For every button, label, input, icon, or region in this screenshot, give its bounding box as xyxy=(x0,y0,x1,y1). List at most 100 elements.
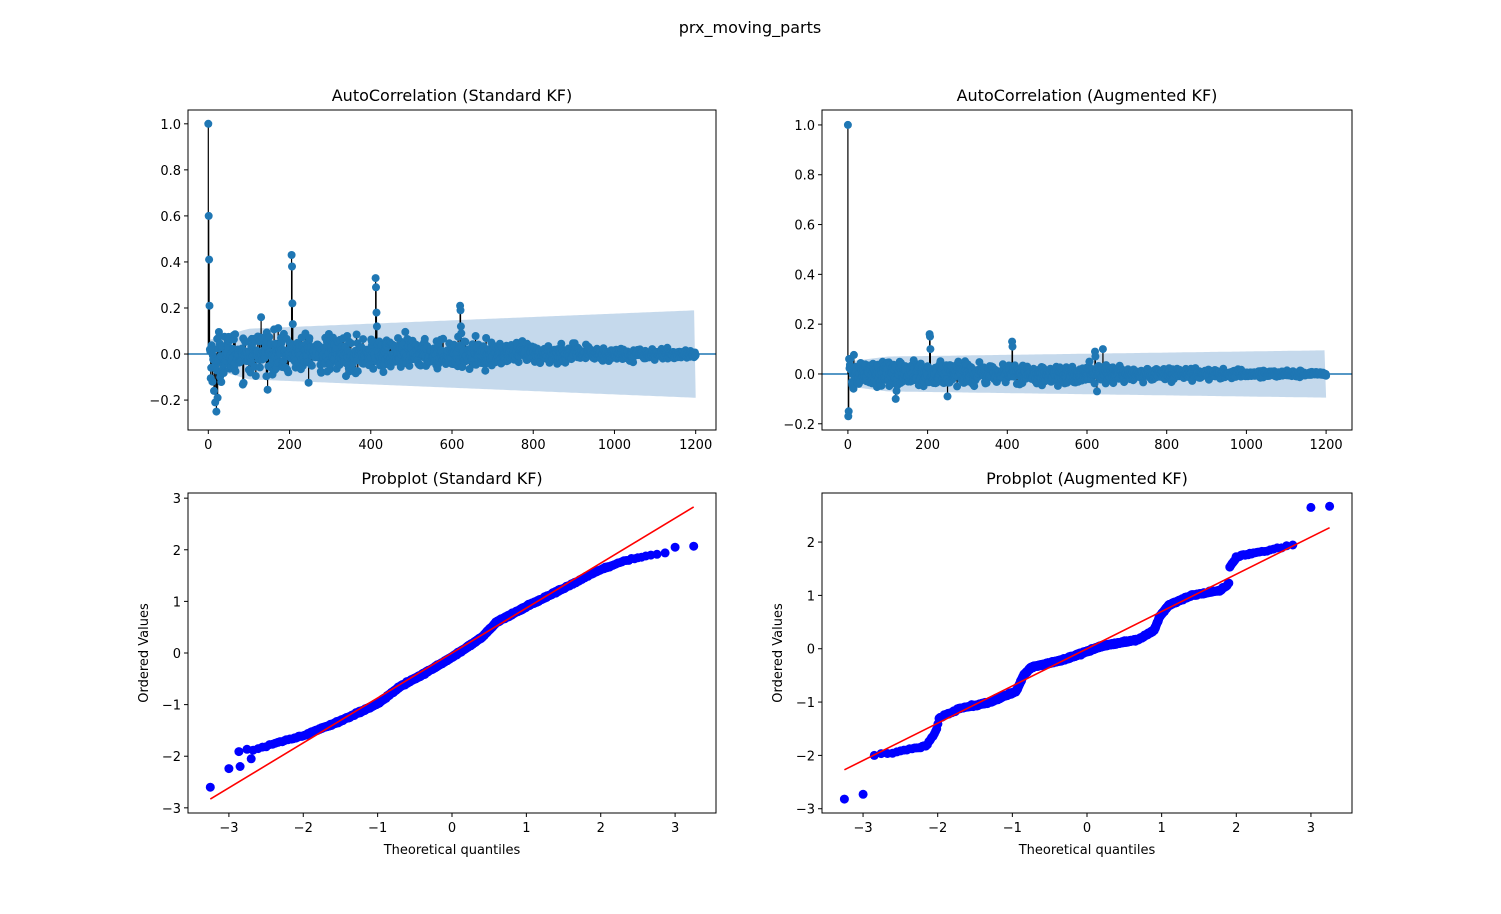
acf-augmented-y-tick-label: −0.2 xyxy=(783,418,815,433)
acf-augmented-lag-point xyxy=(1053,381,1062,390)
acf-standard-lag-point xyxy=(481,366,490,375)
acf-standard-lag-point xyxy=(346,339,355,348)
acf-standard-lag-point xyxy=(317,368,326,377)
acf-standard-lag-point xyxy=(274,324,283,333)
acf-augmented-title: AutoCorrelation (Augmented KF) xyxy=(957,86,1218,105)
probplot-standard-sample-point xyxy=(234,747,244,757)
acf-standard-lag-point xyxy=(629,358,638,367)
acf-standard-lag-point xyxy=(239,378,248,387)
acf-standard-lag-point xyxy=(263,385,272,394)
acf-augmented-lag-point xyxy=(877,381,886,390)
acf-standard-lag-point xyxy=(257,313,266,322)
acf-standard-title: AutoCorrelation (Standard KF) xyxy=(332,86,573,105)
acf-standard-lag-point xyxy=(205,301,214,310)
acf-augmented-lag-point xyxy=(844,407,853,416)
acf-standard-lag-point xyxy=(304,378,313,387)
acf-augmented-x-tick-label: 200 xyxy=(915,438,940,453)
acf-augmented-lag-point xyxy=(1085,357,1094,366)
acf-augmented-x-tick-label: 800 xyxy=(1154,438,1179,453)
acf-standard-lag-point xyxy=(204,211,213,220)
acf-standard-lag-point xyxy=(372,283,380,292)
acf-augmented-lag-point xyxy=(1322,371,1331,380)
acf-standard-lag-point xyxy=(691,350,700,359)
acf-augmented-x-tick-label: 600 xyxy=(1075,438,1100,453)
acf-augmented-panel: 0 200 400 600 800 1000 1200 −0.2 0.0 0.2 0.4 0.6 0.8… xyxy=(783,86,1353,453)
acf-augmented-lag-point xyxy=(843,120,852,129)
acf-augmented-y-tick-label: 0.0 xyxy=(794,368,815,383)
acf-standard-x-tick-label: 400 xyxy=(358,438,383,453)
acf-standard-lag-point xyxy=(255,363,264,372)
acf-standard-lag-point xyxy=(231,367,240,376)
acf-standard-lag-point xyxy=(461,337,470,346)
acf-augmented-x-tick-label: 0 xyxy=(844,438,852,453)
acf-augmented-lag-point xyxy=(975,358,984,367)
acf-augmented-y-tick-label: 0.2 xyxy=(794,318,815,333)
acf-augmented-lag-point xyxy=(1139,378,1148,387)
acf-standard-lag-point xyxy=(305,334,314,343)
acf-standard-markers xyxy=(204,119,700,416)
acf-augmented-lag-point xyxy=(849,384,858,393)
acf-standard-lag-point xyxy=(204,119,213,128)
acf-standard-lag-point xyxy=(210,386,218,395)
acf-standard-lag-point xyxy=(213,393,222,402)
acf-standard-x-tick-label: 1000 xyxy=(598,438,631,453)
acf-standard-x-tick-label: 600 xyxy=(440,438,465,453)
acf-standard-lag-point xyxy=(265,333,274,341)
acf-augmented-lag-point xyxy=(891,394,900,403)
acf-standard-lag-point xyxy=(514,358,523,367)
acf-standard-lag-point xyxy=(457,329,466,338)
acf-standard-lag-point xyxy=(359,335,368,344)
acf-augmented-lag-point xyxy=(1093,387,1101,396)
acf-standard-lag-point xyxy=(420,334,429,343)
acf-standard-lag-point xyxy=(212,407,221,416)
acf-standard-y-tick-label: 0.2 xyxy=(160,302,181,317)
acf-standard-lag-point xyxy=(205,255,214,264)
acf-standard-x-tick-label: 200 xyxy=(277,438,302,453)
acf-standard-lag-point xyxy=(371,274,380,283)
acf-standard-x-tick-label: 1200 xyxy=(679,438,712,453)
acf-augmented-lag-point xyxy=(926,332,934,341)
acf-standard-lag-point xyxy=(251,372,260,380)
acf-augmented-lag-point xyxy=(943,392,952,401)
acf-standard-lag-point xyxy=(288,262,296,271)
acf-standard-lag-point xyxy=(369,364,378,373)
acf-augmented-x-tick-label: 400 xyxy=(995,438,1020,453)
acf-augmented-y-tick-label: 1.0 xyxy=(794,119,815,134)
acf-augmented-y-tick-label: 0.4 xyxy=(794,268,815,283)
acf-standard-y-tick-label: 1.0 xyxy=(160,118,181,133)
acf-augmented-lag-point xyxy=(953,382,962,391)
acf-standard-lag-point xyxy=(456,306,465,315)
acf-standard-lag-point xyxy=(262,372,271,381)
acf-standard-x-tick-label: 0 xyxy=(204,438,212,453)
acf-standard-lag-point xyxy=(208,377,217,386)
acf-standard-y-tick-label: 0.4 xyxy=(160,256,181,271)
acf-standard-lag-point xyxy=(284,368,293,377)
acf-standard-lag-point xyxy=(372,322,381,331)
acf-augmented-lag-point xyxy=(1109,379,1118,388)
acf-standard-lag-point xyxy=(456,322,465,331)
acf-standard-panel: 0 200 400 600 800 1000 1200 −0.2 0.0 0.2 0.4 0.6 0.8… xyxy=(149,86,717,453)
acf-augmented-lag-point xyxy=(926,345,935,354)
acf-augmented-x-tick-label: 1200 xyxy=(1310,438,1343,453)
acf-standard-lag-point xyxy=(471,332,480,340)
acf-augmented-markers xyxy=(843,120,1331,421)
acf-standard-lag-point xyxy=(439,334,448,343)
acf-standard-lag-point xyxy=(379,368,388,376)
figure-suptitle: prx_moving_parts xyxy=(679,18,822,38)
acf-standard-lag-point xyxy=(241,337,250,346)
acf-augmented-plot-area xyxy=(822,120,1352,421)
acf-standard-lag-point xyxy=(288,320,297,329)
acf-standard-lag-point xyxy=(287,251,296,259)
acf-augmented-lag-point xyxy=(954,357,963,366)
acf-standard-lag-point xyxy=(482,334,491,342)
acf-augmented-x-tick-label: 1000 xyxy=(1230,438,1263,453)
acf-standard-y-tick-label: 0.8 xyxy=(160,164,181,179)
acf-standard-lag-point xyxy=(307,361,316,370)
acf-standard-lag-point xyxy=(401,327,410,336)
acf-augmented-lag-point xyxy=(1008,342,1017,351)
acf-standard-lag-point xyxy=(231,330,240,339)
acf-standard-lag-point xyxy=(217,378,226,386)
